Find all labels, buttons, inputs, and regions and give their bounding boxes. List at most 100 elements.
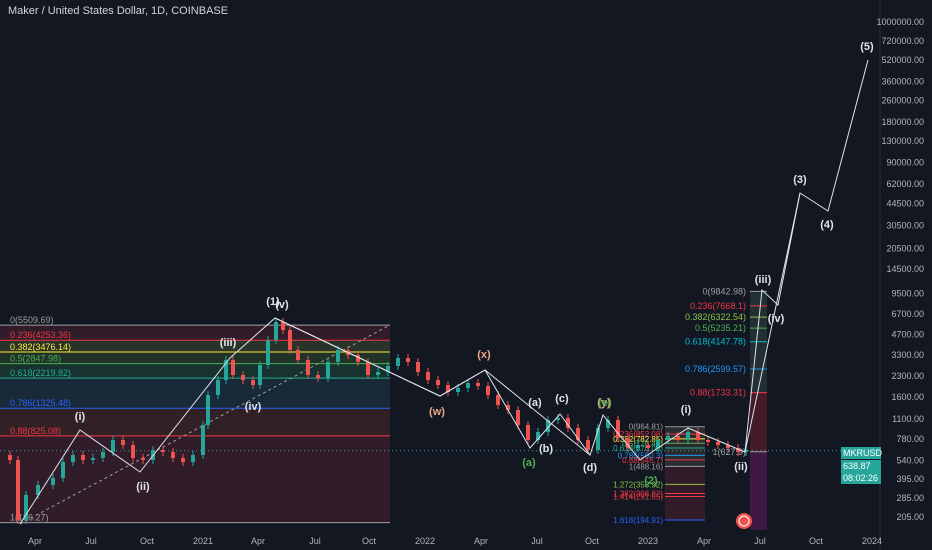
fib-level-label: 1.414(291.55): [613, 492, 663, 501]
fib-zone: [750, 291, 767, 306]
candle-body: [224, 360, 228, 380]
fib-level-label: 0.236(4253.36): [10, 330, 71, 340]
fib-zone: [750, 451, 767, 530]
candle-body: [416, 362, 420, 372]
x-tick-label: 2024: [862, 536, 882, 546]
candle-body: [486, 386, 490, 395]
fib-zone: [665, 484, 705, 494]
candle-body: [616, 420, 620, 438]
wave-label: (c): [555, 393, 569, 405]
candle-body: [161, 450, 165, 452]
y-tick-label: 44500.00: [886, 198, 924, 208]
fib-level-label: 0.618(4147.78): [685, 337, 746, 347]
wave-label: (y): [597, 397, 611, 409]
candle-body: [266, 340, 270, 365]
elliott-wave-path: [19, 59, 869, 525]
candle-body: [726, 445, 730, 448]
fib-zone: [665, 493, 705, 497]
wave-label: (w): [429, 406, 445, 418]
wave-label: (ii): [136, 481, 150, 493]
fib-level-label: 0.382(6322.54): [685, 312, 746, 322]
candle-body: [516, 410, 520, 425]
fib-zone: [665, 447, 705, 456]
y-tick-label: 20500.00: [886, 244, 924, 254]
candle-body: [506, 405, 510, 410]
wave-label: (iv): [245, 401, 262, 413]
fib-zone: [0, 352, 390, 364]
fib-zone: [750, 328, 767, 342]
candle-body: [526, 425, 530, 440]
fib-level-label: 0.88(825.08): [10, 426, 61, 436]
x-tick-label: Jul: [531, 536, 543, 546]
fib-level-label: 1.382(306.82): [613, 489, 663, 498]
replay-icon: [736, 513, 752, 529]
candle-body: [636, 445, 640, 448]
wave-label: (1): [266, 296, 280, 308]
fib-level-label: 0.5(726.48): [622, 439, 663, 448]
y-tick-label: 130000.00: [881, 136, 924, 146]
fib-zone: [750, 341, 767, 369]
fib-zone: [665, 443, 705, 448]
x-tick-label: Jul: [754, 536, 766, 546]
fib-zone: [665, 433, 705, 439]
x-tick-label: Apr: [474, 536, 488, 546]
x-tick-label: Apr: [28, 536, 42, 546]
x-tick-label: 2023: [638, 536, 658, 546]
fib-level-label: 0(9842.98): [702, 286, 746, 296]
fib-level-label: 1.618(194.91): [613, 516, 663, 525]
fib-level-label: 0.382(782.85): [613, 435, 663, 444]
candle-body: [456, 388, 460, 392]
candle-body: [201, 425, 205, 455]
candle-body: [258, 365, 262, 385]
fib-zone: [0, 408, 390, 436]
y-tick-label: 395.00: [896, 474, 924, 484]
y-tick-label: 1600.00: [891, 392, 924, 402]
candle-body: [356, 355, 360, 362]
candle-body: [24, 495, 28, 520]
wave-label: (a): [522, 457, 536, 469]
candle-body: [336, 350, 340, 362]
wave-label: (i): [75, 411, 86, 423]
fib-zone: [665, 455, 705, 460]
candle-body: [141, 458, 145, 460]
fib-zone: [665, 496, 705, 520]
x-tick-label: Oct: [809, 536, 824, 546]
fib-level-label: 0.88(1733.31): [690, 388, 746, 398]
y-tick-label: 285.00: [896, 493, 924, 503]
candle-body: [536, 432, 540, 440]
candle-body: [171, 452, 175, 458]
wave-label: (5): [860, 41, 874, 53]
candle-body: [386, 366, 390, 372]
candle-body: [744, 450, 748, 452]
candle-body: [121, 440, 125, 445]
fib-zone: [665, 459, 705, 467]
chart-title: Maker / United States Dollar, 1D, COINBA…: [8, 5, 229, 17]
fib-level-label: 0.786(2599.57): [685, 364, 746, 374]
candle-body: [288, 330, 292, 350]
y-tick-label: 1100.00: [892, 414, 924, 424]
candle-body: [36, 485, 40, 495]
bar-countdown: 08:02:26: [841, 472, 881, 484]
candle-body: [656, 440, 660, 448]
candle-body: [716, 442, 720, 445]
last-price-value: 638.87: [841, 460, 881, 472]
x-tick-label: Jul: [309, 536, 321, 546]
fib-zone: [750, 368, 767, 393]
y-tick-label: 780.00: [896, 434, 924, 444]
fib-level-label: 1(488.16): [629, 462, 664, 471]
candle-body: [406, 358, 410, 362]
fib-zone: [0, 435, 390, 523]
candle-body: [306, 360, 310, 375]
candle-body: [626, 438, 630, 448]
fib-zone: [750, 392, 767, 452]
x-tick-label: Apr: [697, 536, 711, 546]
candle-body: [251, 380, 255, 385]
fib-level-label: 1.272(358.92): [613, 480, 663, 489]
candle-body: [296, 350, 300, 360]
candle-body: [496, 395, 500, 405]
wave-label: (e): [598, 397, 612, 409]
candle-body: [466, 383, 470, 388]
fib-level-label: 0.236(7668.1): [690, 301, 746, 311]
